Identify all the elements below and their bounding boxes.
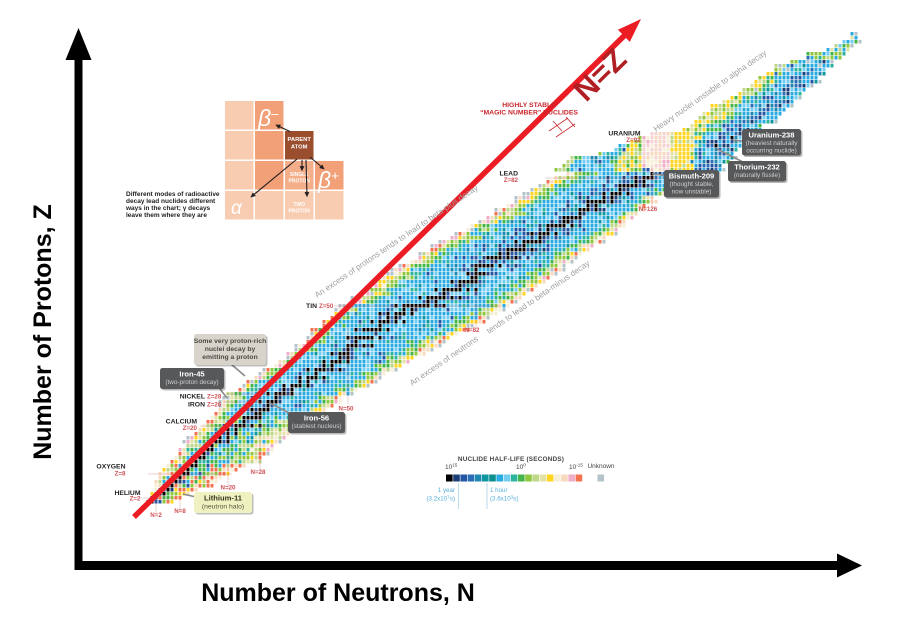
- svg-text:ways in the chart; γ decays: ways in the chart; γ decays: [125, 205, 211, 212]
- svg-text:Number of Neutrons, N: Number of Neutrons, N: [201, 579, 475, 607]
- svg-text:Iron-56: Iron-56: [304, 414, 329, 423]
- svg-text:(3.6x103s): (3.6x103s): [490, 495, 519, 503]
- svg-text:HELIUM: HELIUM: [114, 490, 140, 497]
- svg-text:N=28: N=28: [251, 469, 267, 476]
- svg-text:TWO: TWO: [293, 202, 305, 208]
- svg-text:ATOM: ATOM: [291, 145, 308, 151]
- svg-text:CALCIUM: CALCIUM: [166, 419, 198, 426]
- svg-text:N=126: N=126: [639, 206, 658, 213]
- svg-text:Z=50: Z=50: [319, 303, 334, 310]
- svg-text:(thought stable,: (thought stable,: [669, 181, 713, 188]
- svg-text:Different modes of radioactive: Different modes of radioactive: [126, 191, 220, 198]
- svg-text:Z=82: Z=82: [504, 177, 519, 184]
- svg-text:(neutron halo): (neutron halo): [202, 504, 244, 511]
- svg-text:HIGHLY STABLE: HIGHLY STABLE: [502, 102, 556, 109]
- svg-text:(naturally fissile): (naturally fissile): [734, 172, 780, 179]
- svg-text:decay lead nuclides different: decay lead nuclides different: [126, 198, 216, 205]
- svg-text:occurring nuclide): occurring nuclide): [746, 148, 796, 155]
- svg-text:now unstable): now unstable): [672, 189, 712, 196]
- svg-text:(3.2x107s): (3.2x107s): [426, 495, 455, 503]
- svg-text:10-15: 10-15: [569, 463, 583, 471]
- svg-text:TIN: TIN: [306, 303, 317, 310]
- svg-text:SINGLE: SINGLE: [290, 172, 309, 178]
- svg-text:Z=26: Z=26: [207, 402, 222, 409]
- svg-text:Z=28: Z=28: [207, 394, 222, 401]
- svg-text:NUCLIDE HALF-LIFE (SECONDS): NUCLIDE HALF-LIFE (SECONDS): [458, 456, 564, 463]
- svg-text:N=50: N=50: [339, 406, 355, 413]
- svg-text:Z=20: Z=20: [183, 425, 198, 432]
- svg-text:Iron-45: Iron-45: [179, 370, 205, 379]
- svg-text:(two-proton decay): (two-proton decay): [165, 379, 218, 386]
- svg-text:PROTON: PROTON: [289, 179, 311, 185]
- svg-text:“MAGIC NUMBER” NUCLIDES: “MAGIC NUMBER” NUCLIDES: [480, 110, 578, 117]
- svg-text:N=8: N=8: [174, 508, 186, 515]
- svg-text:Lithium-11: Lithium-11: [204, 494, 243, 503]
- svg-text:PROTON: PROTON: [289, 209, 311, 215]
- svg-text:Unknown: Unknown: [587, 463, 614, 470]
- svg-text:N=20: N=20: [221, 485, 237, 492]
- svg-text:IRON: IRON: [188, 402, 205, 409]
- svg-text:1 year: 1 year: [438, 487, 455, 494]
- svg-text:α: α: [231, 198, 243, 219]
- svg-text:Uranium-238: Uranium-238: [748, 131, 794, 140]
- svg-text:Bismuth-209: Bismuth-209: [669, 172, 715, 181]
- svg-text:1 hour: 1 hour: [490, 487, 508, 494]
- svg-text:OXYGEN: OXYGEN: [96, 464, 125, 471]
- svg-text:(stablest nucleus): (stablest nucleus): [291, 423, 341, 430]
- svg-text:Number of Protons, Z: Number of Protons, Z: [29, 204, 57, 460]
- svg-text:Thorium-232: Thorium-232: [734, 163, 780, 172]
- svg-text:leave them where they are: leave them where they are: [126, 212, 207, 219]
- svg-text:emitting a proton: emitting a proton: [202, 354, 258, 361]
- svg-text:LEAD: LEAD: [499, 171, 518, 178]
- svg-text:Z=8: Z=8: [115, 471, 126, 478]
- svg-text:N=2: N=2: [150, 512, 162, 519]
- svg-text:Some very proton-rich: Some very proton-rich: [194, 338, 267, 345]
- svg-text:1015: 1015: [445, 463, 458, 471]
- svg-text:N=82: N=82: [465, 327, 481, 334]
- svg-text:URANIUM: URANIUM: [608, 131, 640, 138]
- svg-text:(heaviest naturally: (heaviest naturally: [746, 140, 799, 147]
- svg-text:NICKEL: NICKEL: [180, 394, 205, 401]
- svg-text:nuclei decay by: nuclei decay by: [205, 346, 256, 353]
- svg-text:Z=2: Z=2: [130, 496, 141, 503]
- svg-text:PARENT: PARENT: [287, 137, 311, 143]
- svg-text:Z=92: Z=92: [626, 137, 641, 144]
- svg-text:100: 100: [516, 463, 526, 471]
